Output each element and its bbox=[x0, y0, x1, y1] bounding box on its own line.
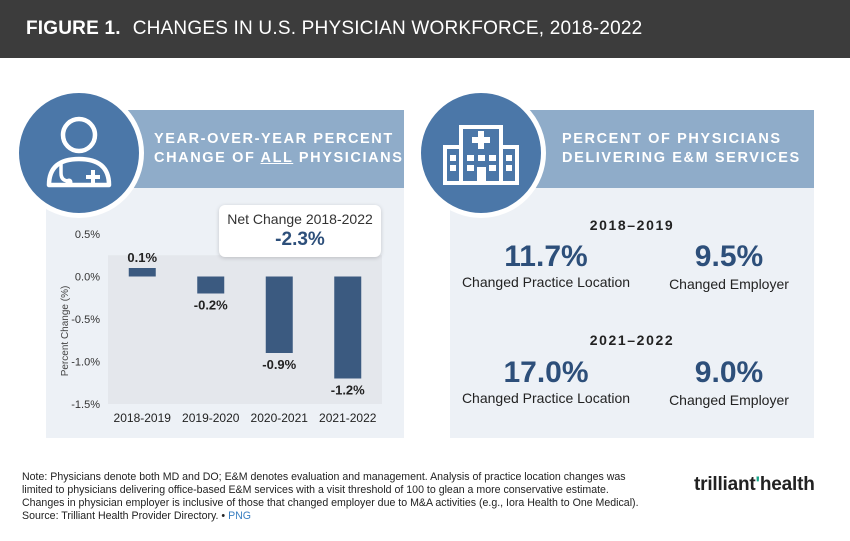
x-tick-label: 2019-2020 bbox=[182, 411, 240, 425]
bar bbox=[197, 276, 225, 294]
hospital-icon-circle bbox=[416, 88, 546, 218]
bar bbox=[128, 268, 156, 277]
net-change-callout: Net Change 2018-2022 -2.3% bbox=[219, 205, 381, 257]
period2-location-label: Changed Practice Location bbox=[461, 390, 631, 406]
physician-icon bbox=[46, 116, 112, 188]
bar-value-label: -1.2% bbox=[331, 383, 365, 398]
x-tick-label: 2020-2021 bbox=[251, 411, 309, 425]
bar-value-label: -0.9% bbox=[262, 357, 296, 372]
footnote: Note: Physicians denote both MD and DO; … bbox=[22, 471, 662, 523]
bar-value-label: -0.2% bbox=[194, 298, 228, 313]
left-banner-line1: YEAR-OVER-YEAR PERCENT bbox=[154, 131, 394, 147]
period2-employer-value: 9.0% bbox=[694, 356, 764, 389]
note-line1: Note: Physicians denote both MD and DO; … bbox=[22, 471, 626, 483]
period1-employer-value: 9.5% bbox=[694, 240, 764, 273]
net-change-label: Net Change 2018-2022 bbox=[227, 211, 373, 227]
period2-employer-label: Changed Employer bbox=[669, 392, 789, 408]
period-label-1: 2018–2019 bbox=[589, 217, 675, 233]
period2-location-value: 17.0% bbox=[503, 356, 589, 389]
right-banner-line2: DELIVERING E&M SERVICES bbox=[562, 150, 801, 166]
x-tick-label: 2021-2022 bbox=[319, 411, 377, 425]
note-line2: limited to physicians delivering office-… bbox=[22, 484, 609, 496]
x-tick-label: 2018-2019 bbox=[114, 411, 172, 425]
source-text: Source: Trilliant Health Provider Direct… bbox=[22, 510, 219, 522]
period1-location-label: Changed Practice Location bbox=[461, 274, 631, 290]
physician-icon-circle bbox=[14, 88, 144, 218]
bar bbox=[334, 276, 362, 379]
bar-chart: 0.5% 0.0% -0.5% -1.0% -1.5% Percent Change (%… bbox=[60, 229, 382, 425]
note-line3: Changes in physician employer is inclusi… bbox=[22, 497, 639, 509]
separator: • bbox=[221, 510, 226, 522]
bar bbox=[265, 276, 293, 353]
y-tick-label: 0.0% bbox=[75, 272, 100, 284]
png-link[interactable]: PNG bbox=[228, 510, 252, 522]
net-change-value: -2.3% bbox=[275, 229, 325, 250]
brand-tick-icon: ' bbox=[755, 474, 761, 495]
hospital-icon bbox=[443, 125, 519, 185]
source-line: Source: Trilliant Health Provider Direct… bbox=[22, 510, 662, 523]
right-banner-line1: PERCENT OF PHYSICIANS bbox=[562, 131, 782, 147]
y-axis-label: Percent Change (%) bbox=[60, 286, 71, 377]
y-tick-label: -1.5% bbox=[71, 399, 100, 411]
y-tick-label: -1.0% bbox=[71, 357, 100, 369]
bar-value-label: 0.1% bbox=[127, 250, 157, 265]
period1-location-value: 11.7% bbox=[504, 240, 588, 273]
period-label-2: 2021–2022 bbox=[589, 332, 675, 348]
y-tick-label: 0.5% bbox=[75, 229, 100, 241]
figure-title: CHANGES IN U.S. PHYSICIAN WORKFORCE, 201… bbox=[132, 18, 643, 39]
figure-number: FIGURE 1. bbox=[26, 18, 121, 39]
figure-header: FIGURE 1. CHANGES IN U.S. PHYSICIAN WORK… bbox=[0, 0, 850, 58]
trilliant-health-logo: trilliant'health bbox=[694, 474, 815, 495]
left-banner-line2: CHANGE OF ALL PHYSICIANS bbox=[154, 150, 404, 166]
y-tick-label: -0.5% bbox=[71, 314, 100, 326]
period1-employer-label: Changed Employer bbox=[669, 276, 789, 292]
